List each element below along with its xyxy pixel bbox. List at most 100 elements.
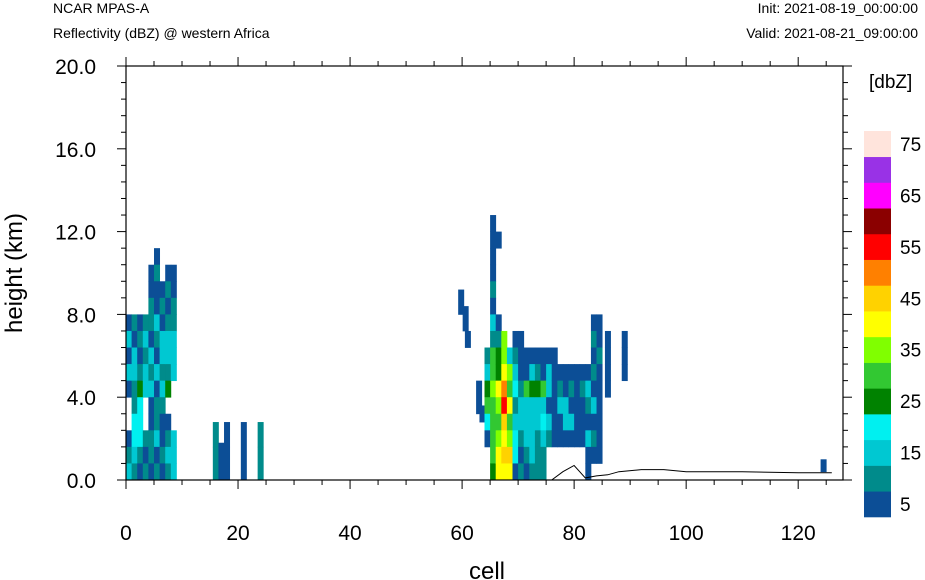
reflectivity-cell: [590, 397, 597, 415]
reflectivity-cell: [529, 347, 536, 365]
reflectivity-cell: [518, 446, 525, 464]
reflectivity-cell: [159, 347, 166, 365]
reflectivity-cell: [154, 248, 161, 266]
reflectivity-cell: [518, 347, 525, 365]
x-tick-label: 80: [562, 522, 585, 545]
reflectivity-cell: [464, 330, 471, 348]
valid-time: Valid: 2021-08-21_09:00:00: [746, 25, 918, 41]
reflectivity-cell: [820, 459, 827, 473]
reflectivity-cell: [604, 330, 611, 348]
reflectivity-cell: [501, 446, 508, 464]
reflectivity-cell: [137, 314, 144, 332]
reflectivity-cell: [154, 347, 161, 365]
colorbar-swatch: [864, 233, 891, 260]
reflectivity-cell: [546, 430, 553, 448]
reflectivity-cell: [501, 347, 508, 365]
reflectivity-cell: [170, 430, 177, 448]
reflectivity-cell: [495, 463, 502, 481]
reflectivity-cell: [551, 413, 558, 431]
reflectivity-cell: [546, 364, 553, 382]
reflectivity-cell: [523, 413, 530, 431]
x-tick-label: 0: [120, 522, 132, 545]
reflectivity-cell: [534, 364, 541, 382]
reflectivity-cell: [148, 380, 155, 398]
reflectivity-cell: [551, 430, 558, 448]
x-tick-label: 60: [450, 522, 473, 545]
reflectivity-cell: [148, 364, 155, 382]
reflectivity-cell: [148, 264, 155, 282]
reflectivity-cell: [212, 422, 219, 448]
reflectivity-cell: [540, 347, 547, 365]
reflectivity-cell: [154, 397, 161, 415]
x-tick-label: 120: [781, 522, 816, 545]
reflectivity-cell: [159, 413, 166, 431]
reflectivity-cell: [154, 281, 161, 299]
y-tick-label: 8.0: [67, 304, 96, 327]
reflectivity-cell: [126, 446, 133, 464]
colorbar-label: 65: [900, 186, 921, 207]
reflectivity-cell: [574, 413, 581, 431]
reflectivity-cell: [523, 364, 530, 382]
reflectivity-cell: [506, 364, 513, 382]
reflectivity-cell: [137, 364, 144, 382]
reflectivity-cell: [126, 463, 133, 481]
reflectivity-cell: [154, 264, 161, 282]
reflectivity-cell: [142, 446, 149, 464]
reflectivity-cell: [137, 347, 144, 365]
reflectivity-cell: [540, 380, 547, 398]
reflectivity-cell: [154, 463, 161, 481]
reflectivity-cell: [557, 430, 564, 448]
reflectivity-cell: [579, 364, 586, 382]
reflectivity-cell: [518, 397, 525, 415]
reflectivity-cell: [596, 380, 603, 398]
reflectivity-cell: [501, 380, 508, 398]
reflectivity-cell: [131, 446, 138, 464]
reflectivity-cell: [490, 231, 497, 249]
reflectivity-cell: [142, 330, 149, 348]
reflectivity-cell: [126, 364, 133, 382]
colorbar-swatch: [864, 491, 891, 518]
colorbar-label: 35: [900, 341, 921, 362]
reflectivity-cell: [137, 413, 144, 431]
colorbar-labels: 5 15 25 35 45 55 65 75: [900, 135, 921, 516]
reflectivity-cell: [148, 347, 155, 365]
reflectivity-cell: [523, 397, 530, 415]
reflectivity-cell: [170, 446, 177, 464]
reflectivity-cell: [568, 413, 575, 431]
reflectivity-cell: [506, 446, 513, 464]
reflectivity-cell: [562, 397, 569, 415]
reflectivity-cell: [142, 364, 149, 382]
y-tick-label: 0.0: [67, 470, 96, 493]
y-tick-label: 16.0: [55, 139, 96, 162]
reflectivity-cell: [131, 330, 138, 348]
colorbar-label: 45: [900, 289, 921, 310]
reflectivity-cell: [458, 289, 465, 315]
colorbar-label: 25: [900, 392, 921, 413]
reflectivity-cell: [557, 380, 564, 398]
reflectivity-cell: [557, 413, 564, 431]
reflectivity-cell: [574, 430, 581, 448]
reflectivity-cell: [142, 347, 149, 365]
reflectivity-cell: [574, 380, 581, 398]
reflectivity-cell: [159, 397, 166, 415]
reflectivity-cell: [490, 430, 497, 448]
reflectivity-cell: [165, 264, 172, 282]
reflectivity-cell: [506, 430, 513, 448]
reflectivity-cell: [523, 463, 530, 481]
reflectivity-cell: [534, 430, 541, 448]
reflectivity-cell: [574, 397, 581, 415]
reflectivity-cell: [170, 364, 177, 382]
reflectivity-cell: [224, 422, 231, 448]
reflectivity-cell: [142, 430, 149, 448]
reflectivity-cell: [154, 314, 161, 332]
reflectivity-cell: [165, 463, 172, 481]
reflectivity-cell: [579, 430, 586, 448]
reflectivity-cell: [170, 330, 177, 348]
reflectivity-cell: [257, 446, 264, 481]
reflectivity-cell: [159, 281, 166, 299]
reflectivity-cell: [142, 314, 149, 332]
reflectivity-cell: [495, 446, 502, 464]
reflectivity-cell: [529, 364, 536, 382]
reflectivity-cell: [154, 297, 161, 315]
reflectivity-cell: [540, 413, 547, 431]
